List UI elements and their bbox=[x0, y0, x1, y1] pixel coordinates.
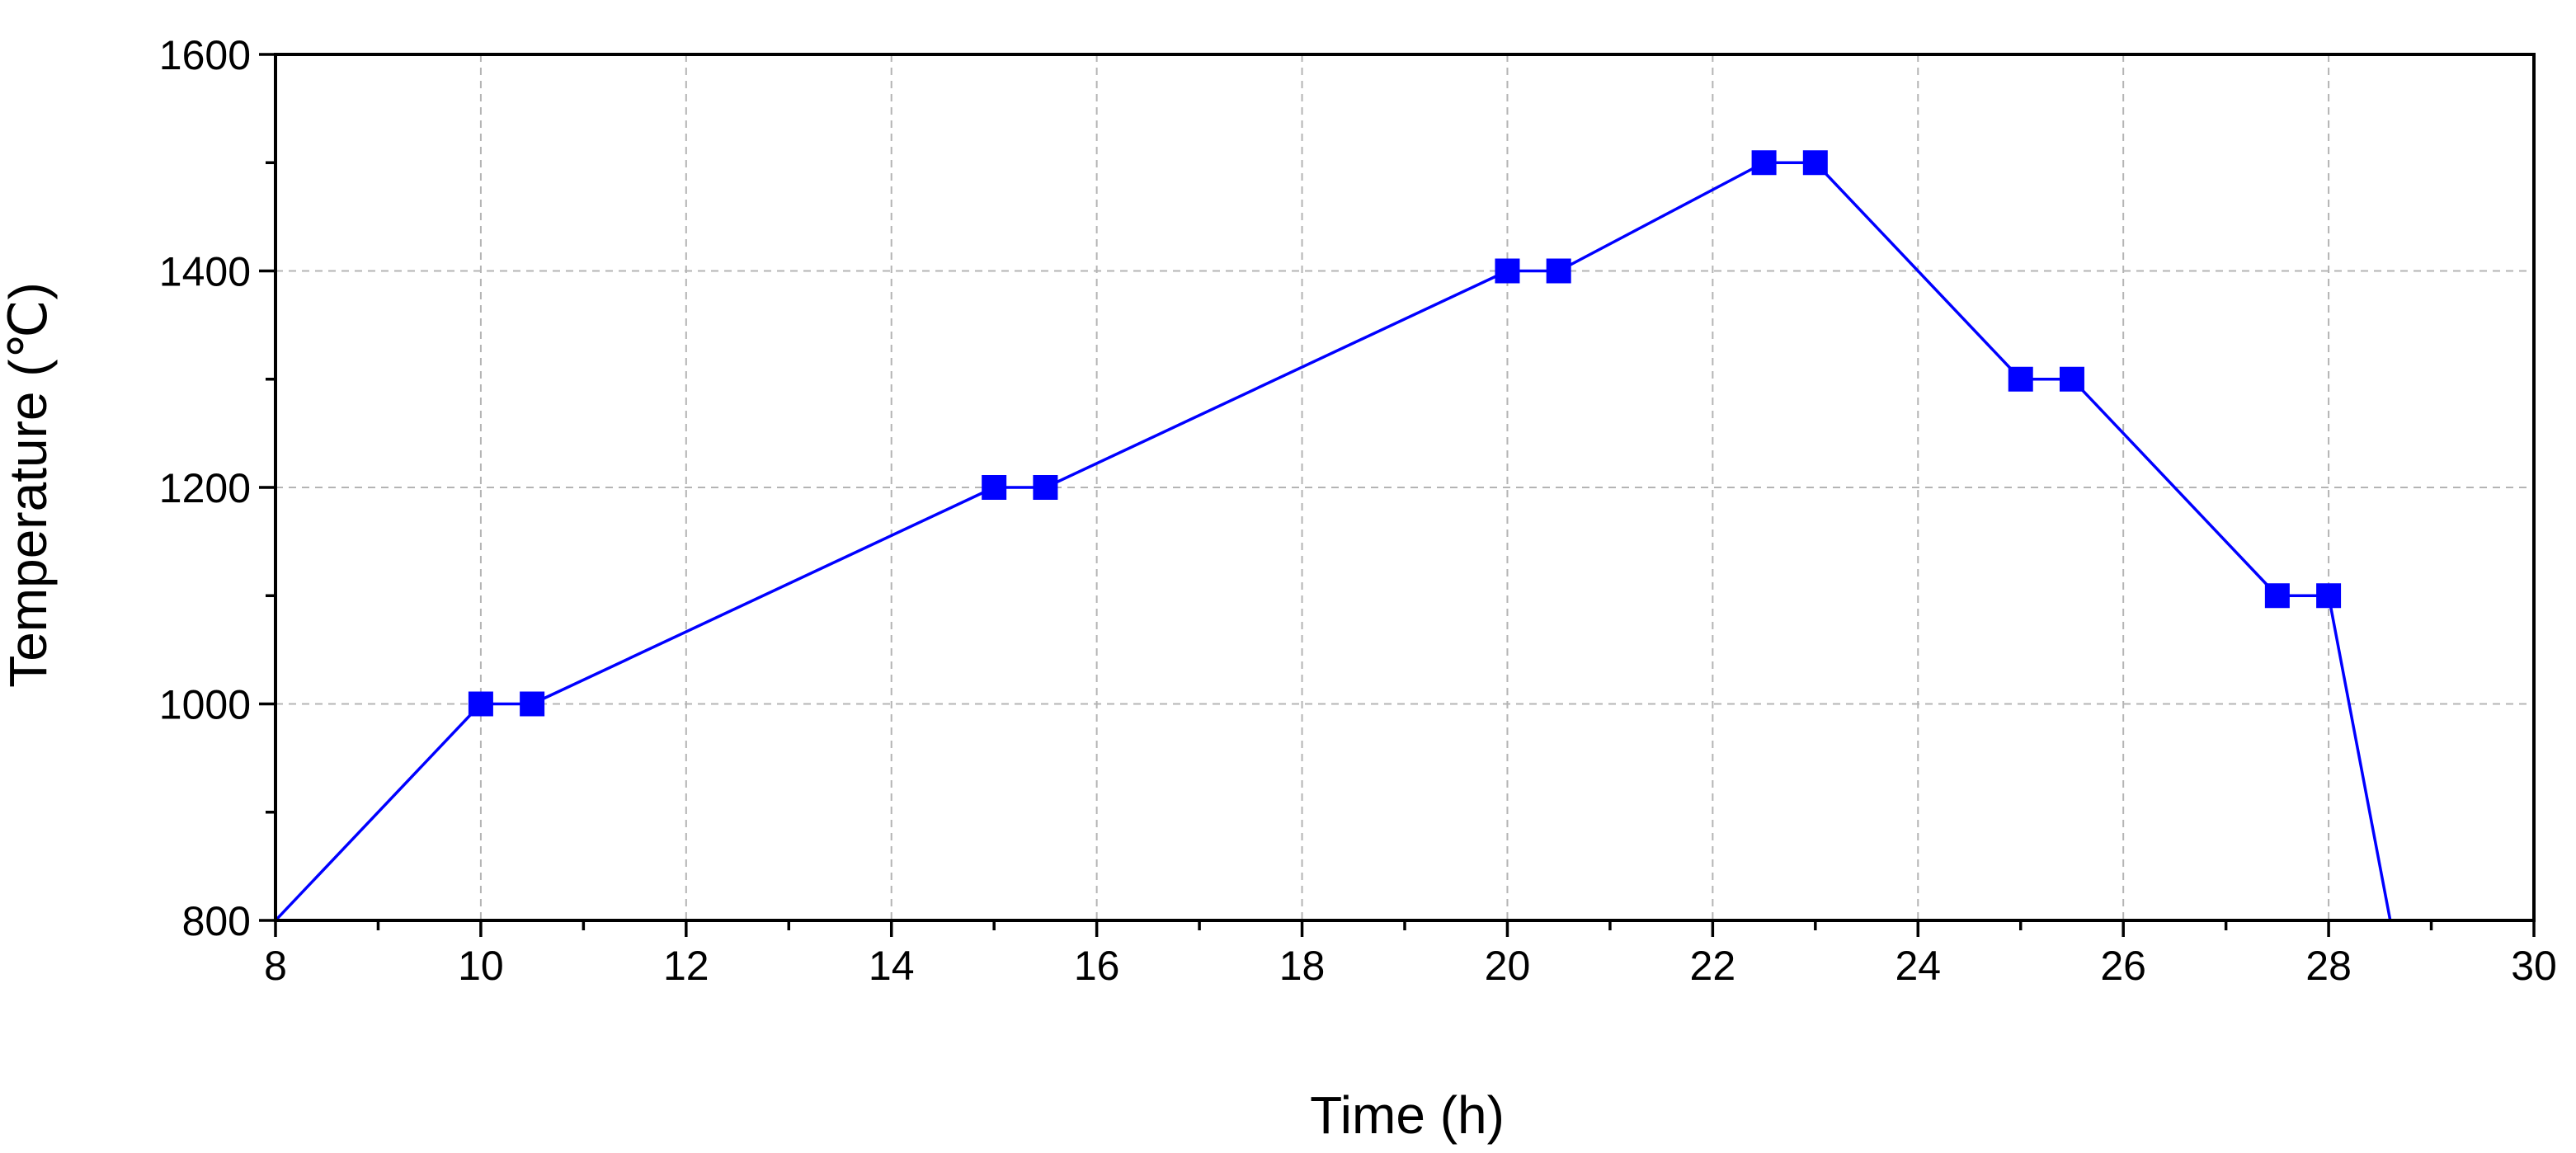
x-tick-label: 30 bbox=[2511, 943, 2557, 989]
y-tick-label: 1400 bbox=[159, 249, 251, 295]
axis-ticks bbox=[259, 53, 2536, 937]
grid-lines bbox=[275, 54, 2534, 920]
data-point-marker bbox=[2059, 366, 2084, 392]
data-point-marker bbox=[2008, 366, 2033, 392]
x-tick-label: 26 bbox=[2100, 943, 2146, 989]
y-tick-label: 800 bbox=[182, 898, 251, 944]
x-tick-label: 22 bbox=[1690, 943, 1736, 989]
data-point-marker bbox=[2264, 583, 2290, 609]
y-tick-label: 1600 bbox=[159, 32, 251, 78]
series-line bbox=[275, 161, 2392, 920]
x-tick-label: 10 bbox=[458, 943, 504, 989]
data-point-marker bbox=[1495, 258, 1520, 284]
y-tick-label: 1000 bbox=[159, 682, 251, 728]
y-tick-label: 1200 bbox=[159, 465, 251, 511]
x-tick-label: 20 bbox=[1485, 943, 1531, 989]
data-point-marker bbox=[982, 475, 1007, 500]
data-point-marker bbox=[468, 691, 493, 717]
x-tick-label: 28 bbox=[2305, 943, 2352, 989]
x-tick-label: 8 bbox=[264, 943, 287, 989]
y-axis-title: Temperature (℃) bbox=[0, 282, 58, 688]
tick-labels: 8 10 12 14 16 18 20 22 24 26 28 30 800 1000 1200 1400 16… bbox=[159, 32, 2557, 989]
x-tick-label: 24 bbox=[1895, 943, 1941, 989]
series-temperature bbox=[275, 150, 2392, 920]
data-point-marker bbox=[2316, 583, 2342, 609]
data-point-marker bbox=[1751, 150, 1777, 176]
data-point-marker bbox=[520, 691, 545, 717]
x-tick-label: 14 bbox=[869, 943, 915, 989]
data-point-marker bbox=[1802, 150, 1828, 176]
x-tick-label: 16 bbox=[1074, 943, 1120, 989]
x-axis-title: Time (h) bbox=[1310, 1085, 1505, 1145]
x-tick-label: 12 bbox=[663, 943, 709, 989]
data-point-marker bbox=[1033, 475, 1058, 500]
x-tick-label: 18 bbox=[1279, 943, 1326, 989]
data-point-marker bbox=[1546, 258, 1571, 284]
